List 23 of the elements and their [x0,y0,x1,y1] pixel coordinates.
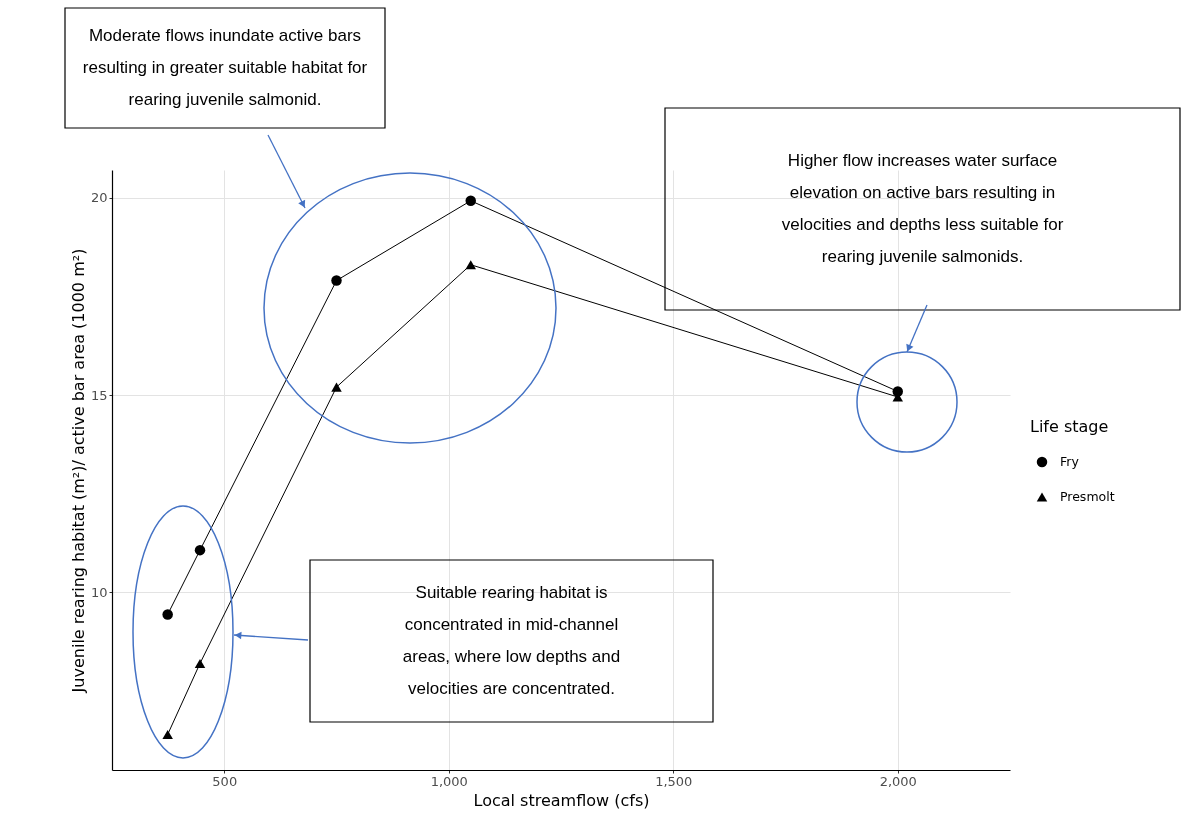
legend-label: Fry [1060,454,1080,469]
x-tick-label: 500 [212,773,238,789]
y-axis-title: Juvenile rearing habitat (m²)/ active bar area (1000 m²) [68,248,88,694]
point [162,729,173,740]
y-tick-label: 20 [90,190,108,206]
point [465,260,476,270]
point [194,544,206,556]
y-tick-label: 10 [90,584,108,600]
point [162,609,173,620]
x-tick-label: 1,000 [430,773,468,789]
text: Moderate flows inundate active bars resulting in greater suitable habitat for rearing juvenile salmonid. [82,26,368,109]
legend-title: Life stage [1030,417,1109,436]
point [194,658,206,668]
point [331,382,342,392]
x-tick-label: 1,500 [655,773,693,789]
annotation: Higher flow increases water surface elevation on active bars resulting in velocities and depths less suitable for rearing juvenile salmonids. [781,151,1064,266]
x-tick-label: 2,000 [879,773,917,789]
point [331,275,342,286]
y-tick-label: 15 [90,387,108,403]
point [465,195,476,207]
annotation: Suitable rearing habitat is concentrated in mid-channel areas, where low depths and velocities are concentrated. [402,583,621,698]
legend-label: Presmolt [1060,489,1115,504]
x-axis-title: Local streamflow (cfs) [473,790,650,810]
